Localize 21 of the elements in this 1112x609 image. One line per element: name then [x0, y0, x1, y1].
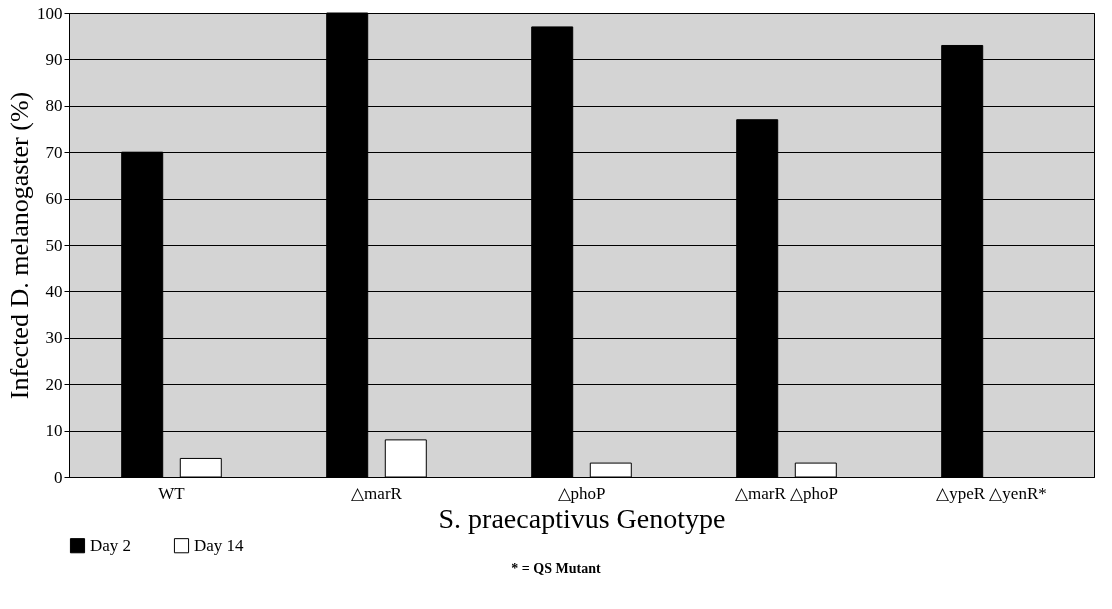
text: * = QS Mutant [0, 561, 1112, 577]
y-tick-label: 60 [45, 189, 63, 209]
y-tick-label: 30 [45, 328, 63, 348]
x-tick-label: △marR [351, 483, 403, 503]
x-tick-label: △marR △phoP [735, 483, 838, 503]
y-tick-label: 50 [45, 235, 63, 255]
y-tick-label: 70 [45, 142, 63, 162]
y-tick-label: 90 [45, 49, 63, 69]
y-tick-label: 40 [45, 281, 63, 301]
legend-label: Day 14 [194, 535, 245, 555]
y-tick-label: 100 [37, 3, 63, 23]
x-tick-label: △ypeR △yenR* [936, 483, 1047, 503]
legend-label: Day 2 [90, 535, 132, 555]
y-tick-label: 10 [45, 421, 63, 441]
y-tick-label: 0 [54, 467, 63, 487]
x-tick-label: △phoP [557, 483, 606, 503]
y-tick-label: 20 [45, 374, 63, 394]
y-axis-title: Infected D. melanogaster (%) [5, 91, 34, 400]
y-tick-label: 80 [45, 96, 63, 116]
x-tick-label: WT [158, 483, 186, 503]
x-axis-title: S. praecaptivus Genotype [438, 502, 726, 534]
